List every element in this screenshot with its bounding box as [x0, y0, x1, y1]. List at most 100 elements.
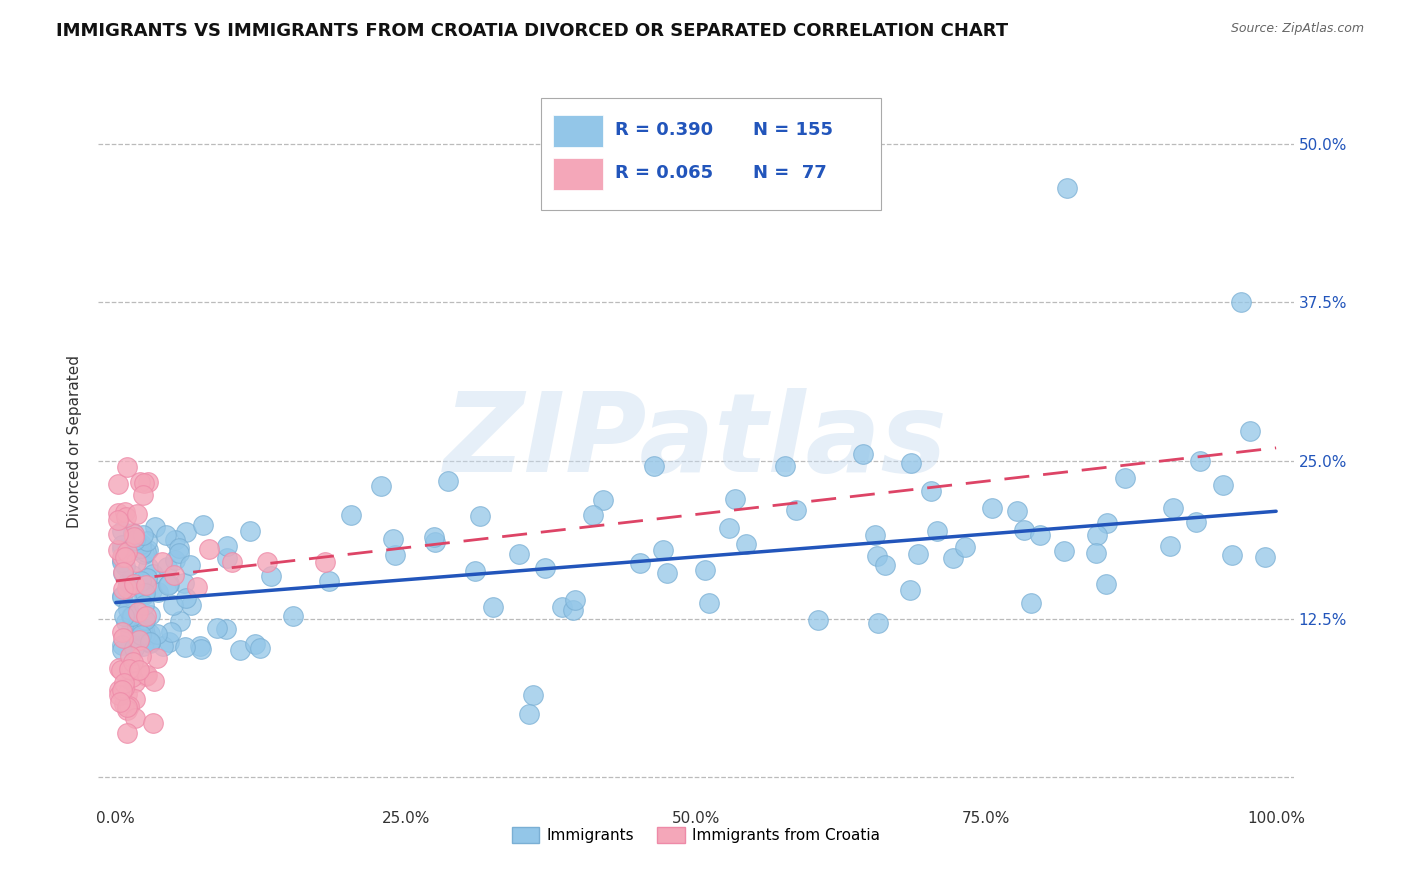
Point — [127, 541, 149, 555]
Point — [142, 674, 165, 689]
Point — [697, 596, 720, 610]
Point — [122, 542, 145, 557]
Point — [117, 459, 139, 474]
Point — [1230, 295, 1253, 310]
Point — [135, 544, 157, 558]
Point — [281, 608, 304, 623]
Point — [118, 663, 141, 677]
Point — [115, 545, 138, 559]
Point — [221, 555, 243, 569]
Point — [129, 649, 152, 664]
Point — [122, 526, 145, 541]
Point — [111, 582, 134, 597]
Point — [134, 627, 156, 641]
Point — [135, 533, 157, 548]
Point — [517, 707, 540, 722]
Point — [1029, 528, 1052, 542]
Point — [318, 574, 340, 589]
Point — [131, 623, 153, 637]
Point — [136, 571, 159, 585]
Point — [907, 548, 929, 562]
Point — [370, 479, 392, 493]
Point — [215, 623, 238, 637]
Point — [482, 600, 505, 615]
Point — [124, 692, 146, 706]
Point — [124, 711, 146, 725]
Point — [165, 533, 187, 547]
Point — [141, 583, 163, 598]
Point — [156, 560, 179, 574]
Point — [695, 563, 717, 577]
Point — [135, 609, 157, 624]
Point — [136, 560, 159, 574]
Point — [125, 533, 148, 547]
Point — [111, 566, 134, 581]
Point — [128, 633, 150, 648]
Point — [875, 558, 897, 573]
Point — [111, 553, 134, 567]
Point — [148, 585, 170, 599]
Point — [260, 569, 283, 583]
Point — [256, 555, 278, 569]
Point — [110, 663, 132, 677]
Point — [111, 683, 134, 698]
Point — [115, 703, 138, 717]
Point — [157, 635, 180, 649]
Legend: Immigrants, Immigrants from Croatia: Immigrants, Immigrants from Croatia — [505, 822, 887, 849]
Point — [508, 547, 530, 561]
Point — [1114, 471, 1136, 485]
Point — [127, 622, 149, 636]
Point — [734, 536, 756, 550]
Point — [115, 581, 138, 595]
Point — [115, 615, 138, 630]
Point — [1094, 577, 1116, 591]
Point — [339, 508, 361, 522]
Y-axis label: Divorced or Separated: Divorced or Separated — [67, 355, 83, 528]
Point — [122, 576, 145, 591]
Point — [143, 520, 166, 534]
Point — [1239, 424, 1261, 438]
Point — [146, 651, 169, 665]
Point — [135, 668, 157, 682]
Point — [139, 607, 162, 622]
Point — [117, 601, 139, 615]
Text: Source: ZipAtlas.com: Source: ZipAtlas.com — [1230, 22, 1364, 36]
Point — [249, 640, 271, 655]
Point — [135, 668, 157, 682]
Point — [132, 475, 155, 490]
Point — [132, 547, 155, 561]
Point — [111, 524, 134, 539]
Point — [1254, 549, 1277, 564]
Point — [900, 456, 922, 470]
Point — [111, 631, 134, 645]
Point — [115, 509, 138, 524]
Point — [127, 605, 149, 619]
Point — [217, 551, 239, 566]
Point — [107, 527, 129, 541]
Point — [120, 609, 142, 624]
Point — [163, 552, 186, 566]
Point — [1161, 501, 1184, 516]
Point — [111, 590, 134, 604]
Point — [1159, 539, 1181, 553]
Point — [582, 508, 605, 522]
Point — [125, 535, 148, 549]
Point — [111, 638, 134, 652]
Point — [468, 508, 491, 523]
Point — [112, 608, 135, 623]
Point — [942, 551, 965, 566]
Point — [111, 642, 134, 657]
Point — [534, 561, 557, 575]
Point — [592, 493, 614, 508]
Point — [806, 613, 828, 627]
Point — [229, 642, 252, 657]
Point — [112, 698, 135, 712]
Point — [146, 626, 169, 640]
Point — [139, 634, 162, 648]
Point — [188, 640, 211, 654]
Text: IMMIGRANTS VS IMMIGRANTS FROM CROATIA DIVORCED OR SEPARATED CORRELATION CHART: IMMIGRANTS VS IMMIGRANTS FROM CROATIA DI… — [56, 22, 1008, 40]
Point — [117, 699, 139, 714]
Point — [193, 517, 215, 532]
Point — [129, 536, 152, 550]
Point — [217, 539, 239, 553]
